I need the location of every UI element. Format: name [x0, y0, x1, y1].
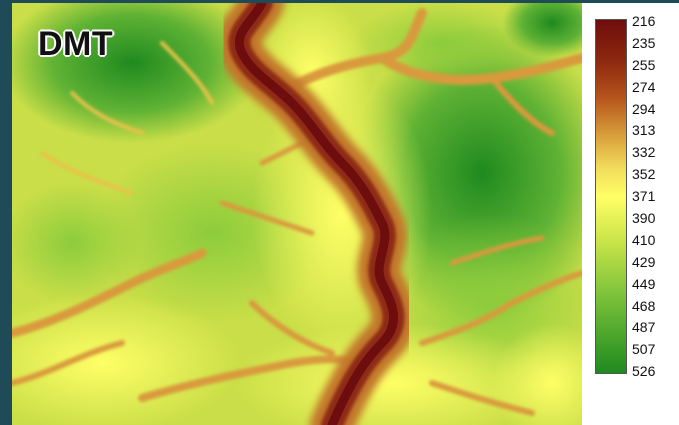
legend-color-ramp	[595, 19, 627, 374]
legend-label: 313	[632, 122, 656, 139]
legend-label: 274	[632, 78, 656, 95]
legend-label: 294	[632, 100, 656, 117]
legend-label: 507	[632, 341, 656, 358]
legend-label: 468	[632, 297, 656, 314]
legend-label: 235	[632, 34, 656, 51]
legend-label: 371	[632, 188, 656, 205]
map-title: DMT	[38, 25, 114, 63]
elevation-raster	[12, 3, 582, 425]
legend-label: 332	[632, 144, 656, 161]
legend-labels: 216 235 255 274 294 313 332 352 371 390 …	[632, 13, 655, 385]
legend-label: 255	[632, 56, 656, 73]
elevation-map: DMT	[12, 3, 582, 425]
legend-label: 429	[632, 253, 656, 270]
legend-label: 410	[632, 231, 656, 248]
legend-label: 526	[632, 363, 656, 380]
legend-label: 487	[632, 319, 656, 336]
legend-label: 449	[632, 275, 656, 292]
legend-label: 216	[632, 13, 656, 29]
legend-label: 390	[632, 210, 656, 227]
elevation-legend: 216 235 255 274 294 313 332 352 371 390 …	[582, 3, 679, 425]
legend-label: 352	[632, 166, 656, 183]
